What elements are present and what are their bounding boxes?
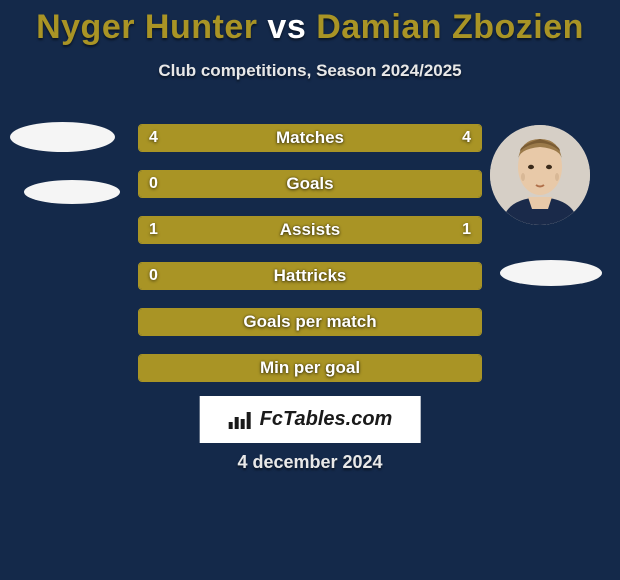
stat-label: Min per goal xyxy=(260,358,360,378)
stat-row: Assists 1 1 xyxy=(138,216,482,244)
stat-row: Goals per match xyxy=(138,308,482,336)
stat-row: Min per goal xyxy=(138,354,482,382)
stat-value-left: 0 xyxy=(149,175,158,193)
player2-name-placeholder xyxy=(500,260,602,286)
stat-value-left: 0 xyxy=(149,267,158,285)
stat-label: Goals per match xyxy=(243,312,376,332)
stat-value-right: 1 xyxy=(462,221,471,239)
stat-row: Matches 4 4 xyxy=(138,124,482,152)
stat-value-left: 1 xyxy=(149,221,158,239)
player1-placeholder-shape-2 xyxy=(24,180,120,204)
stat-row: Hattricks 0 xyxy=(138,262,482,290)
subtitle: Club competitions, Season 2024/2025 xyxy=(0,61,620,81)
stat-value-right: 4 xyxy=(462,129,471,147)
stats-bars: Matches 4 4 Goals 0 Assists 1 1 Hattricks 0 Goals … xyxy=(138,124,482,400)
player2-name: Damian Zbozien xyxy=(316,8,584,46)
fctables-logo: FcTables.com xyxy=(200,396,421,443)
stat-label: Goals xyxy=(286,174,333,194)
stat-label: Assists xyxy=(280,220,340,240)
player2-avatar xyxy=(490,125,590,225)
stat-label: Hattricks xyxy=(274,266,347,286)
date-label: 4 december 2024 xyxy=(0,452,620,473)
player1-placeholder-shape xyxy=(10,122,115,152)
bar-chart-icon xyxy=(228,409,254,431)
comparison-title: Nyger Hunter vs Damian Zbozien xyxy=(0,0,620,47)
player1-name: Nyger Hunter xyxy=(36,8,257,46)
stat-value-left: 4 xyxy=(149,129,158,147)
stat-label: Matches xyxy=(276,128,344,148)
stat-row: Goals 0 xyxy=(138,170,482,198)
vs-separator: vs xyxy=(267,8,306,46)
logo-text: FcTables.com xyxy=(260,408,393,431)
